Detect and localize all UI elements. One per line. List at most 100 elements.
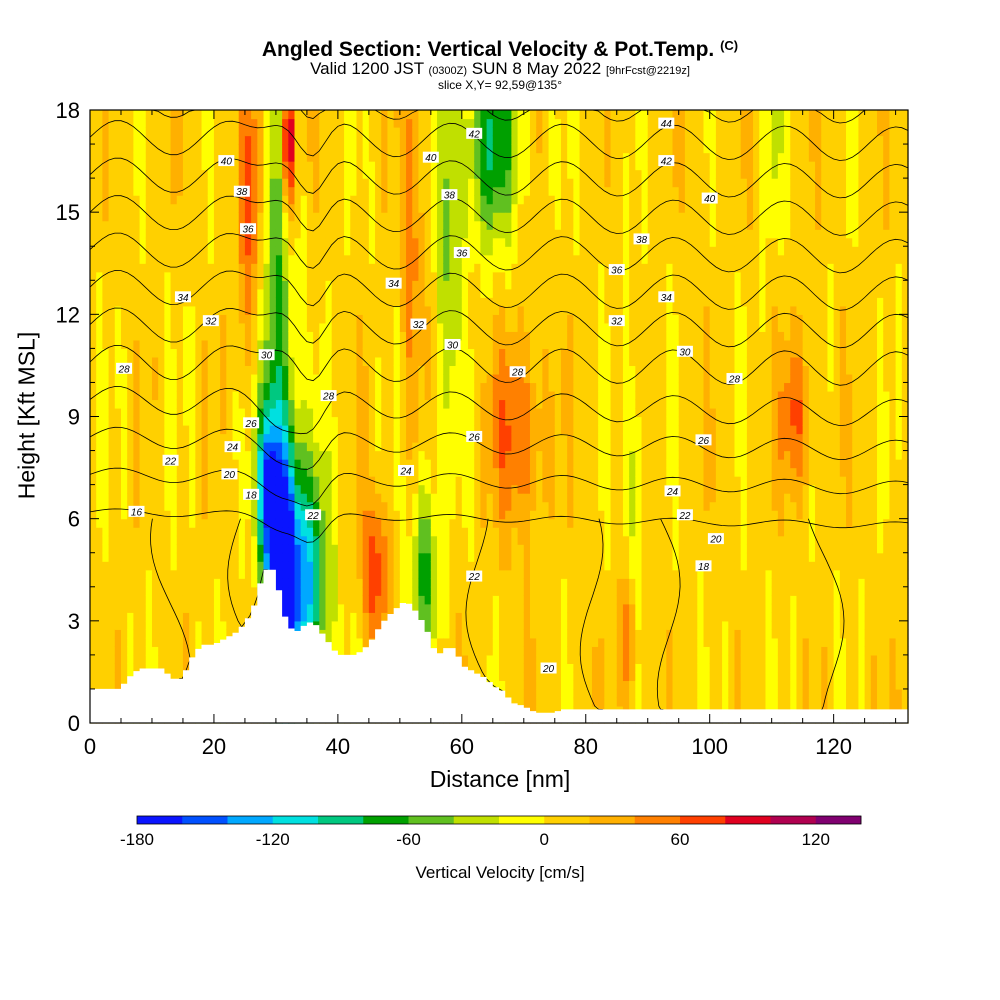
velocity-cell — [368, 246, 376, 256]
velocity-cell — [437, 144, 444, 154]
velocity-cell — [201, 127, 209, 137]
velocity-cell — [269, 544, 277, 554]
velocity-cell — [145, 373, 153, 384]
velocity-cell — [300, 288, 308, 298]
velocity-cell — [288, 442, 296, 452]
velocity-cell — [381, 527, 389, 537]
velocity-cell — [344, 118, 351, 128]
velocity-cell — [480, 382, 488, 392]
velocity-cell — [393, 535, 401, 545]
velocity-cell — [406, 433, 413, 443]
velocity-cell — [158, 407, 165, 418]
velocity-cell — [474, 629, 482, 639]
velocity-cell — [275, 237, 283, 247]
velocity-cell — [213, 510, 221, 520]
velocity-cell — [207, 425, 215, 435]
velocity-cell — [201, 535, 209, 545]
velocity-cell — [437, 365, 444, 375]
velocity-cell — [499, 646, 506, 656]
velocity-cell — [443, 527, 451, 537]
velocity-cell — [449, 382, 457, 392]
velocity-cell — [474, 237, 482, 247]
velocity-cell — [437, 569, 444, 579]
velocity-cell — [195, 450, 203, 460]
velocity-cell — [275, 229, 283, 239]
velocity-cell — [480, 484, 488, 494]
velocity-cell — [108, 399, 116, 409]
velocity-cell — [362, 595, 370, 605]
velocity-cell — [238, 169, 246, 179]
velocity-cell — [499, 399, 506, 409]
velocity-cell — [189, 169, 196, 179]
velocity-cell — [492, 280, 500, 290]
velocity-cell — [325, 552, 333, 562]
velocity-cell — [176, 271, 184, 281]
velocity-cell — [362, 314, 370, 324]
velocity-cell — [238, 271, 246, 281]
velocity-cell — [182, 493, 190, 503]
velocity-cell — [306, 450, 314, 460]
velocity-cell — [263, 229, 271, 239]
velocity-cell — [418, 348, 426, 358]
velocity-cell — [418, 356, 426, 367]
velocity-cell — [257, 527, 265, 537]
velocity-cell — [418, 433, 426, 443]
velocity-cell — [232, 433, 240, 443]
velocity-cell — [300, 476, 308, 486]
velocity-cell — [412, 297, 420, 307]
velocity-cell — [468, 416, 475, 426]
velocity-cell — [282, 246, 289, 256]
velocity-cell — [139, 110, 147, 120]
velocity-cell — [337, 322, 345, 332]
velocity-cell — [257, 510, 265, 520]
velocity-cell — [362, 535, 370, 545]
velocity-cell — [263, 322, 271, 332]
velocity-cell — [517, 578, 525, 588]
velocity-cell — [232, 603, 240, 613]
velocity-cell — [399, 305, 407, 315]
velocity-cell — [244, 314, 252, 324]
velocity-cell — [381, 348, 389, 358]
velocity-cell — [251, 356, 258, 367]
velocity-cell — [257, 186, 265, 196]
velocity-cell — [114, 399, 122, 409]
velocity-cell — [114, 501, 122, 511]
velocity-cell — [474, 144, 482, 154]
velocity-cell — [176, 399, 184, 409]
velocity-cell — [238, 237, 246, 247]
velocity-cell — [443, 237, 451, 247]
velocity-cell — [263, 118, 271, 128]
velocity-cell — [170, 407, 178, 418]
velocity-cell — [337, 561, 345, 571]
velocity-cell — [430, 561, 438, 571]
velocity-cell — [486, 229, 494, 239]
velocity-cell — [127, 203, 134, 213]
velocity-cell — [455, 390, 463, 401]
velocity-cell — [288, 399, 296, 409]
velocity-cell — [362, 203, 370, 213]
velocity-cell — [474, 263, 482, 273]
velocity-cell — [127, 654, 134, 664]
velocity-cell — [244, 586, 252, 596]
velocity-cell — [139, 161, 147, 171]
velocity-cell — [220, 297, 227, 307]
velocity-cell — [418, 467, 426, 477]
velocity-cell — [306, 586, 314, 596]
velocity-cell — [319, 152, 327, 162]
velocity-cell — [90, 331, 97, 341]
velocity-cell — [158, 595, 165, 605]
velocity-cell — [356, 280, 364, 290]
velocity-cell — [288, 484, 296, 494]
velocity-cell — [406, 135, 413, 145]
velocity-cell — [499, 144, 506, 154]
velocity-cell — [449, 144, 457, 154]
velocity-cell — [443, 203, 451, 213]
velocity-cell — [207, 237, 215, 247]
velocity-cell — [368, 237, 376, 247]
velocity-cell — [195, 118, 203, 128]
velocity-cell — [226, 339, 234, 349]
velocity-cell — [455, 493, 463, 503]
velocity-cell — [492, 178, 500, 188]
velocity-cell — [387, 305, 395, 315]
velocity-cell — [232, 612, 240, 622]
